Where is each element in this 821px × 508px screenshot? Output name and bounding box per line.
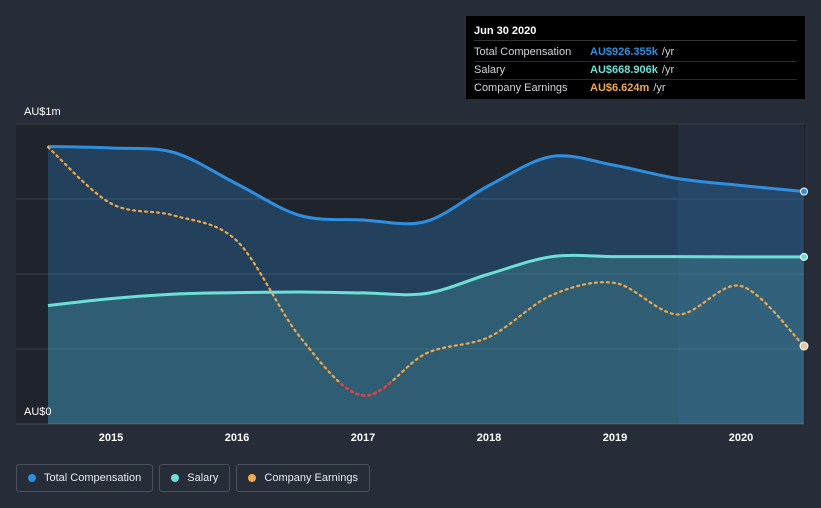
x-tick-label: 2016 — [225, 432, 249, 444]
y-axis-top-label: AU$1m — [24, 106, 61, 118]
x-tick-label: 2020 — [729, 432, 753, 444]
tooltip-value: AU$926.355k — [590, 46, 658, 58]
legend-dot-icon — [248, 474, 257, 482]
x-tick-label: 2019 — [603, 432, 627, 444]
tooltip-row-company-earnings: Company Earnings AU$6.624m /yr — [474, 80, 797, 97]
tooltip-label: Total Compensation — [474, 46, 572, 58]
company-earnings-line — [46, 146, 806, 397]
tooltip-unit: /yr — [653, 82, 666, 94]
salary-area — [48, 255, 804, 424]
tooltip-value: AU$668.906k — [590, 64, 658, 76]
legend-dot-icon — [28, 474, 36, 482]
legend-total-compensation[interactable]: Total Compensation — [16, 464, 154, 492]
company-earnings-end-marker — [799, 341, 809, 351]
chart-legend: Total Compensation Salary Company Earnin… — [16, 464, 370, 492]
legend-company-earnings[interactable]: Company Earnings — [236, 464, 370, 492]
total-compensation-area — [48, 146, 804, 424]
chart-tooltip: Jun 30 2020 Total Compensation AU$926.35… — [466, 16, 805, 99]
legend-label: Total Compensation — [44, 472, 142, 484]
tooltip-unit: /yr — [661, 64, 675, 76]
tooltip-row-total-compensation: Total Compensation AU$926.355k /yr — [474, 44, 797, 62]
legend-dot-icon — [171, 474, 180, 482]
tooltip-value: AU$6.624m — [590, 82, 650, 94]
x-tick-label: 2015 — [99, 432, 123, 444]
total-compensation-line — [47, 145, 805, 226]
tooltip-label: Company Earnings — [474, 82, 568, 94]
tooltip-label: Salary — [474, 64, 506, 76]
salary-line — [47, 253, 804, 307]
legend-label: Salary — [187, 472, 219, 484]
tooltip-row-salary: Salary AU$668.906k /yr — [474, 62, 797, 80]
x-tick-label: 2018 — [477, 432, 501, 444]
y-axis-bottom-label: AU$0 — [24, 406, 52, 418]
legend-salary[interactable]: Salary — [159, 464, 231, 492]
x-tick-label: 2017 — [351, 432, 375, 444]
tooltip-unit: /yr — [661, 46, 675, 58]
tooltip-date: Jun 30 2020 — [474, 24, 797, 41]
company-earnings-series — [46, 146, 806, 397]
salary-end-marker — [800, 252, 808, 261]
legend-label: Company Earnings — [264, 472, 358, 484]
total-compensation-end-marker — [800, 187, 808, 196]
